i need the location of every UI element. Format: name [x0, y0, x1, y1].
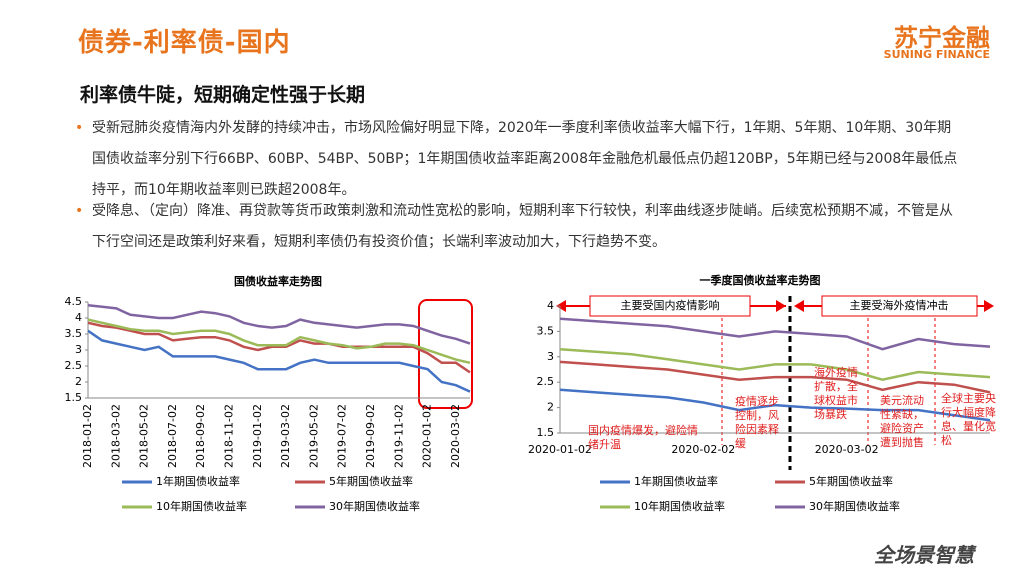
- arrow-head: [794, 300, 804, 312]
- y-tick-label: 3: [547, 350, 554, 363]
- legend-label: 30年期国债收益率: [329, 499, 420, 513]
- x-tick-label: 2020-03-02: [815, 443, 879, 456]
- period-box: [589, 295, 751, 317]
- legend-label: 10年期国债收益率: [156, 499, 247, 513]
- x-tick-label: 2018-07-02: [166, 404, 179, 468]
- arrow-head: [984, 300, 994, 312]
- bullet: 受降息、（定向）降准、再贷款等货币政策刺激和流动性宽松的影响，短期利率下行较快，…: [75, 196, 962, 258]
- x-tick-label: 2020-02-02: [671, 443, 735, 456]
- x-tick-label: 2019-07-02: [336, 404, 349, 468]
- legend-label: 1年期国债收益率: [634, 474, 718, 488]
- annotation: 海外疫情扩散，全球权益市场暴跌: [814, 366, 858, 421]
- y-tick-label: 3.5: [65, 327, 83, 340]
- footer-logo: 全场景智慧: [874, 543, 974, 567]
- y-tick-label: 4: [547, 299, 554, 312]
- chart-title: 一季度国债收益率走势图: [700, 273, 821, 287]
- x-tick-label: 2019-05-02: [307, 404, 320, 468]
- logo: 苏宁金融: [894, 24, 990, 52]
- highlight-box: [418, 299, 473, 409]
- y-tick-label: 2: [75, 375, 82, 388]
- subtitle: 利率债牛陡，短期确定性强于长期: [80, 84, 366, 106]
- legend-label: 5年期国债收益率: [329, 474, 413, 488]
- chart-title: 国债收益率走势图: [234, 274, 322, 288]
- y-tick-label: 2.5: [65, 359, 83, 372]
- y-tick-label: 1.5: [65, 391, 83, 404]
- x-tick-label: 2018-03-02: [109, 404, 122, 468]
- x-tick-label: 2019-01-02: [251, 404, 264, 468]
- y-tick-label: 1.5: [537, 426, 555, 439]
- x-tick-label: 2020-01-02: [421, 404, 434, 468]
- x-tick-label: 2018-11-02: [222, 404, 235, 468]
- x-tick-label: 2018-01-02: [81, 404, 94, 468]
- annotation: 全球主要央行大幅度降息、量化宽松: [941, 392, 996, 447]
- y-tick-label: 4.5: [65, 295, 83, 308]
- period-label: 主要受国内疫情影响: [621, 298, 720, 312]
- series-line: [87, 329, 471, 393]
- annotation: 疫情逐步控制，风险因素释缓: [735, 395, 779, 450]
- arrow-head: [556, 300, 566, 312]
- series-line: [87, 321, 471, 374]
- series-line: [87, 303, 471, 345]
- series-line: [559, 347, 991, 381]
- annotation: 美元流动性紧缺，避险资产遭到抛售: [880, 394, 924, 449]
- legend-label: 10年期国债收益率: [634, 499, 725, 513]
- x-tick-label: 2019-03-02: [279, 404, 292, 468]
- x-tick-label: 2018-05-02: [138, 404, 151, 468]
- bullet: 受新冠肺炎疫情海内外发酵的持续冲击，市场风险偏好明显下降，2020年一季度利率债…: [75, 113, 962, 206]
- arrow-head: [776, 300, 786, 312]
- y-tick-label: 4: [75, 311, 82, 324]
- x-tick-label: 2019-09-02: [364, 404, 377, 468]
- y-tick-label: 3.5: [537, 324, 555, 337]
- slide-title: 债券-利率债-国内: [78, 28, 291, 58]
- y-tick-label: 2: [547, 401, 554, 414]
- legend-label: 30年期国债收益率: [809, 499, 900, 513]
- x-tick-label: 2020-03-02: [449, 404, 462, 468]
- legend-label: 1年期国债收益率: [156, 474, 240, 488]
- annotation: 国内疫情爆发，避险情绪升温: [588, 424, 698, 451]
- logo-sub: SUNING FINANCE: [883, 48, 990, 61]
- series-line: [559, 388, 991, 422]
- legend-label: 5年期国债收益率: [809, 474, 893, 488]
- period-label: 主要受海外疫情冲击: [850, 298, 949, 312]
- x-tick-label: 2019-11-02: [392, 404, 405, 468]
- series-line: [559, 317, 991, 351]
- series-line: [87, 318, 471, 365]
- y-tick-label: 3: [75, 343, 82, 356]
- period-box: [821, 295, 978, 317]
- series-line: [559, 360, 991, 394]
- x-tick-label: 2018-09-02: [194, 404, 207, 468]
- y-tick-label: 2.5: [537, 375, 555, 388]
- x-tick-label: 2020-01-02: [528, 443, 592, 456]
